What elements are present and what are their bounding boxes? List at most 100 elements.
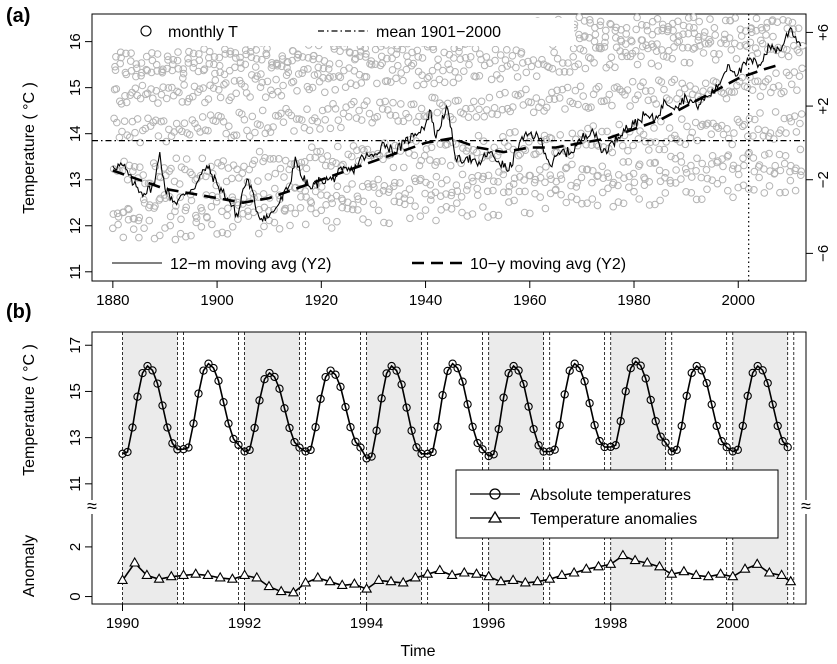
- monthly-point: [730, 88, 739, 96]
- monthly-point: [691, 85, 700, 94]
- legend-temperature-anomalies: Temperature anomalies: [530, 511, 697, 528]
- monthly-point: [263, 77, 272, 86]
- monthly-point: [587, 103, 595, 111]
- absolute-temperature-point: [204, 359, 213, 368]
- monthly-point: [443, 176, 451, 184]
- monthly-point: [506, 129, 514, 137]
- monthly-point: [210, 60, 218, 69]
- monthly-point: [674, 32, 683, 40]
- monthly-point: [249, 189, 257, 198]
- anomaly-point: [776, 569, 788, 579]
- monthly-point: [668, 54, 677, 63]
- monthly-point: [151, 202, 159, 210]
- monthly-point: [152, 87, 161, 95]
- monthly-point: [463, 186, 471, 194]
- monthly-point: [566, 151, 575, 159]
- monthly-point: [608, 148, 617, 157]
- monthly-point: [477, 97, 486, 106]
- monthly-point: [541, 204, 550, 213]
- monthly-point: [272, 75, 280, 84]
- temperature-tick-label: 13: [67, 429, 84, 446]
- shaded-year: [244, 332, 300, 604]
- x-tick-label: 1994: [350, 615, 383, 632]
- anomaly-point: [507, 574, 519, 584]
- monthly-point: [501, 88, 509, 97]
- monthly-point: [479, 172, 488, 181]
- monthly-point: [207, 202, 216, 211]
- anomaly-point: [785, 575, 797, 586]
- absolute-temperature-point: [458, 377, 467, 386]
- monthly-point: [491, 45, 500, 54]
- monthly-point: [768, 16, 777, 24]
- monthly-point: [336, 73, 345, 82]
- monthly-point: [568, 129, 577, 138]
- monthly-point: [363, 97, 371, 105]
- monthly-point: [260, 222, 268, 231]
- monthly-point: [560, 68, 569, 76]
- monthly-point: [720, 35, 729, 44]
- monthly-point: [147, 68, 156, 77]
- monthly-point: [164, 84, 173, 92]
- absolute-temperature-point: [173, 445, 182, 454]
- anomaly-point: [287, 586, 299, 597]
- monthly-point: [750, 167, 759, 176]
- monthly-point: [564, 59, 572, 67]
- monthly-point: [499, 170, 508, 179]
- monthly-point: [578, 165, 587, 173]
- monthly-point: [635, 160, 644, 169]
- monthly-point: [653, 40, 661, 48]
- monthly-point: [688, 128, 697, 137]
- monthly-point: [576, 82, 585, 91]
- monthly-point: [125, 205, 133, 214]
- x-tick-label: 1920: [305, 292, 338, 309]
- monthly-point: [351, 54, 360, 63]
- monthly-point: [309, 55, 317, 64]
- monthly-point: [571, 86, 580, 95]
- monthly-point: [756, 109, 764, 117]
- monthly-point: [175, 88, 183, 97]
- monthly-point: [180, 81, 188, 89]
- anomaly-point: [653, 560, 666, 571]
- monthly-point: [215, 86, 223, 94]
- absolute-temperature-point: [336, 382, 345, 391]
- monthly-point: [293, 87, 301, 95]
- monthly-point: [647, 87, 655, 95]
- monthly-point: [562, 198, 571, 207]
- absolute-temperature-point: [417, 449, 426, 458]
- monthly-point: [430, 94, 439, 102]
- absolute-temperature-point: [351, 437, 360, 446]
- monthly-point: [149, 94, 157, 103]
- monthly-point: [651, 138, 660, 146]
- monthly-point: [453, 187, 462, 195]
- monthly-point: [777, 50, 786, 59]
- monthly-point: [307, 204, 315, 213]
- monthly-point: [175, 180, 184, 188]
- monthly-point: [166, 221, 174, 230]
- anomaly-point: [165, 570, 177, 581]
- monthly-point: [317, 183, 326, 191]
- monthly-point: [623, 86, 632, 94]
- monthly-point: [310, 71, 319, 79]
- monthly-point: [360, 101, 369, 109]
- monthly-point: [449, 78, 458, 87]
- monthly-point: [440, 78, 449, 87]
- monthly-point: [622, 30, 631, 38]
- absolute-temperature-point: [118, 449, 127, 458]
- monthly-point: [422, 145, 431, 153]
- monthly-point: [455, 47, 463, 56]
- monthly-point: [317, 191, 325, 199]
- monthly-point: [189, 92, 197, 101]
- monthly-point: [428, 93, 436, 102]
- absolute-temperature-point: [179, 445, 188, 454]
- monthly-point: [266, 155, 274, 163]
- shaded-year: [488, 332, 544, 604]
- monthly-point: [762, 23, 771, 32]
- absolute-temperature-point: [392, 366, 401, 375]
- monthly-point: [199, 66, 208, 75]
- monthly-point: [569, 53, 578, 61]
- monthly-point: [472, 113, 481, 121]
- monthly-point: [432, 216, 440, 225]
- monthly-point: [265, 207, 273, 215]
- monthly-point: [519, 59, 527, 67]
- panel-b: 1990 1992 1994 1996 1998 2000 11 13 15 17 0 2 Temp…: [21, 331, 814, 660]
